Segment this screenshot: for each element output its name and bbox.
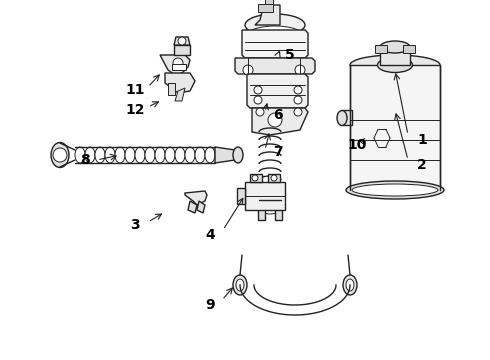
Ellipse shape — [195, 147, 205, 163]
Text: 10: 10 — [347, 138, 367, 152]
Ellipse shape — [125, 147, 135, 163]
Ellipse shape — [51, 143, 69, 167]
Polygon shape — [174, 37, 190, 45]
Text: 11: 11 — [125, 83, 145, 97]
Ellipse shape — [376, 130, 388, 146]
Bar — [174, 45, 190, 55]
Ellipse shape — [343, 275, 357, 295]
Ellipse shape — [337, 111, 347, 126]
Bar — [268, 174, 280, 182]
Ellipse shape — [245, 14, 305, 36]
Ellipse shape — [346, 279, 354, 291]
Circle shape — [294, 108, 302, 116]
Circle shape — [178, 37, 186, 45]
Circle shape — [173, 58, 183, 68]
Ellipse shape — [155, 147, 165, 163]
Polygon shape — [168, 83, 175, 95]
Ellipse shape — [75, 147, 85, 163]
Circle shape — [268, 113, 282, 127]
Polygon shape — [235, 58, 315, 74]
Bar — [350, 65, 440, 190]
Text: 2: 2 — [417, 158, 427, 172]
Ellipse shape — [380, 41, 410, 53]
Circle shape — [295, 65, 305, 75]
Bar — [380, 47, 410, 65]
Bar — [265, 0, 273, 4]
Ellipse shape — [377, 58, 413, 72]
Ellipse shape — [165, 147, 175, 163]
Bar — [342, 110, 352, 125]
Ellipse shape — [236, 279, 244, 291]
Text: 9: 9 — [205, 298, 215, 312]
Polygon shape — [197, 201, 205, 213]
Polygon shape — [242, 30, 308, 58]
Ellipse shape — [105, 147, 115, 163]
Ellipse shape — [352, 184, 438, 196]
Polygon shape — [360, 130, 382, 145]
Ellipse shape — [350, 55, 440, 75]
Text: 3: 3 — [130, 218, 140, 232]
Bar — [172, 64, 186, 70]
Ellipse shape — [261, 206, 279, 214]
Polygon shape — [275, 205, 282, 220]
Ellipse shape — [175, 147, 185, 163]
Circle shape — [256, 108, 264, 116]
Polygon shape — [255, 5, 280, 25]
Polygon shape — [160, 55, 190, 75]
Ellipse shape — [135, 147, 145, 163]
Ellipse shape — [233, 147, 243, 163]
Circle shape — [254, 96, 262, 104]
Text: 12: 12 — [125, 103, 145, 117]
Polygon shape — [252, 108, 308, 135]
Polygon shape — [175, 88, 185, 101]
Bar — [258, 4, 273, 12]
Ellipse shape — [115, 147, 125, 163]
Ellipse shape — [259, 200, 281, 210]
Polygon shape — [185, 191, 207, 205]
Polygon shape — [258, 205, 265, 220]
Circle shape — [53, 148, 67, 162]
Polygon shape — [165, 73, 195, 93]
Bar — [245, 182, 285, 210]
Polygon shape — [237, 188, 245, 204]
Bar — [375, 45, 387, 53]
Bar — [250, 174, 262, 182]
Circle shape — [378, 134, 386, 142]
Circle shape — [254, 86, 262, 94]
Ellipse shape — [85, 147, 95, 163]
Polygon shape — [215, 147, 238, 163]
Circle shape — [294, 86, 302, 94]
Text: 1: 1 — [417, 133, 427, 147]
Polygon shape — [188, 201, 197, 213]
Ellipse shape — [233, 275, 247, 295]
Text: 5: 5 — [285, 48, 295, 62]
Circle shape — [243, 65, 253, 75]
Text: 8: 8 — [80, 153, 90, 167]
Ellipse shape — [247, 26, 302, 44]
Ellipse shape — [205, 147, 215, 163]
Ellipse shape — [145, 147, 155, 163]
Ellipse shape — [185, 147, 195, 163]
Text: 6: 6 — [273, 108, 283, 122]
Circle shape — [252, 175, 258, 181]
Circle shape — [294, 96, 302, 104]
Polygon shape — [247, 74, 308, 108]
Text: 4: 4 — [205, 228, 215, 242]
Circle shape — [271, 175, 277, 181]
Text: 7: 7 — [273, 145, 283, 159]
Ellipse shape — [346, 181, 444, 199]
Bar — [403, 45, 415, 53]
Ellipse shape — [95, 147, 105, 163]
